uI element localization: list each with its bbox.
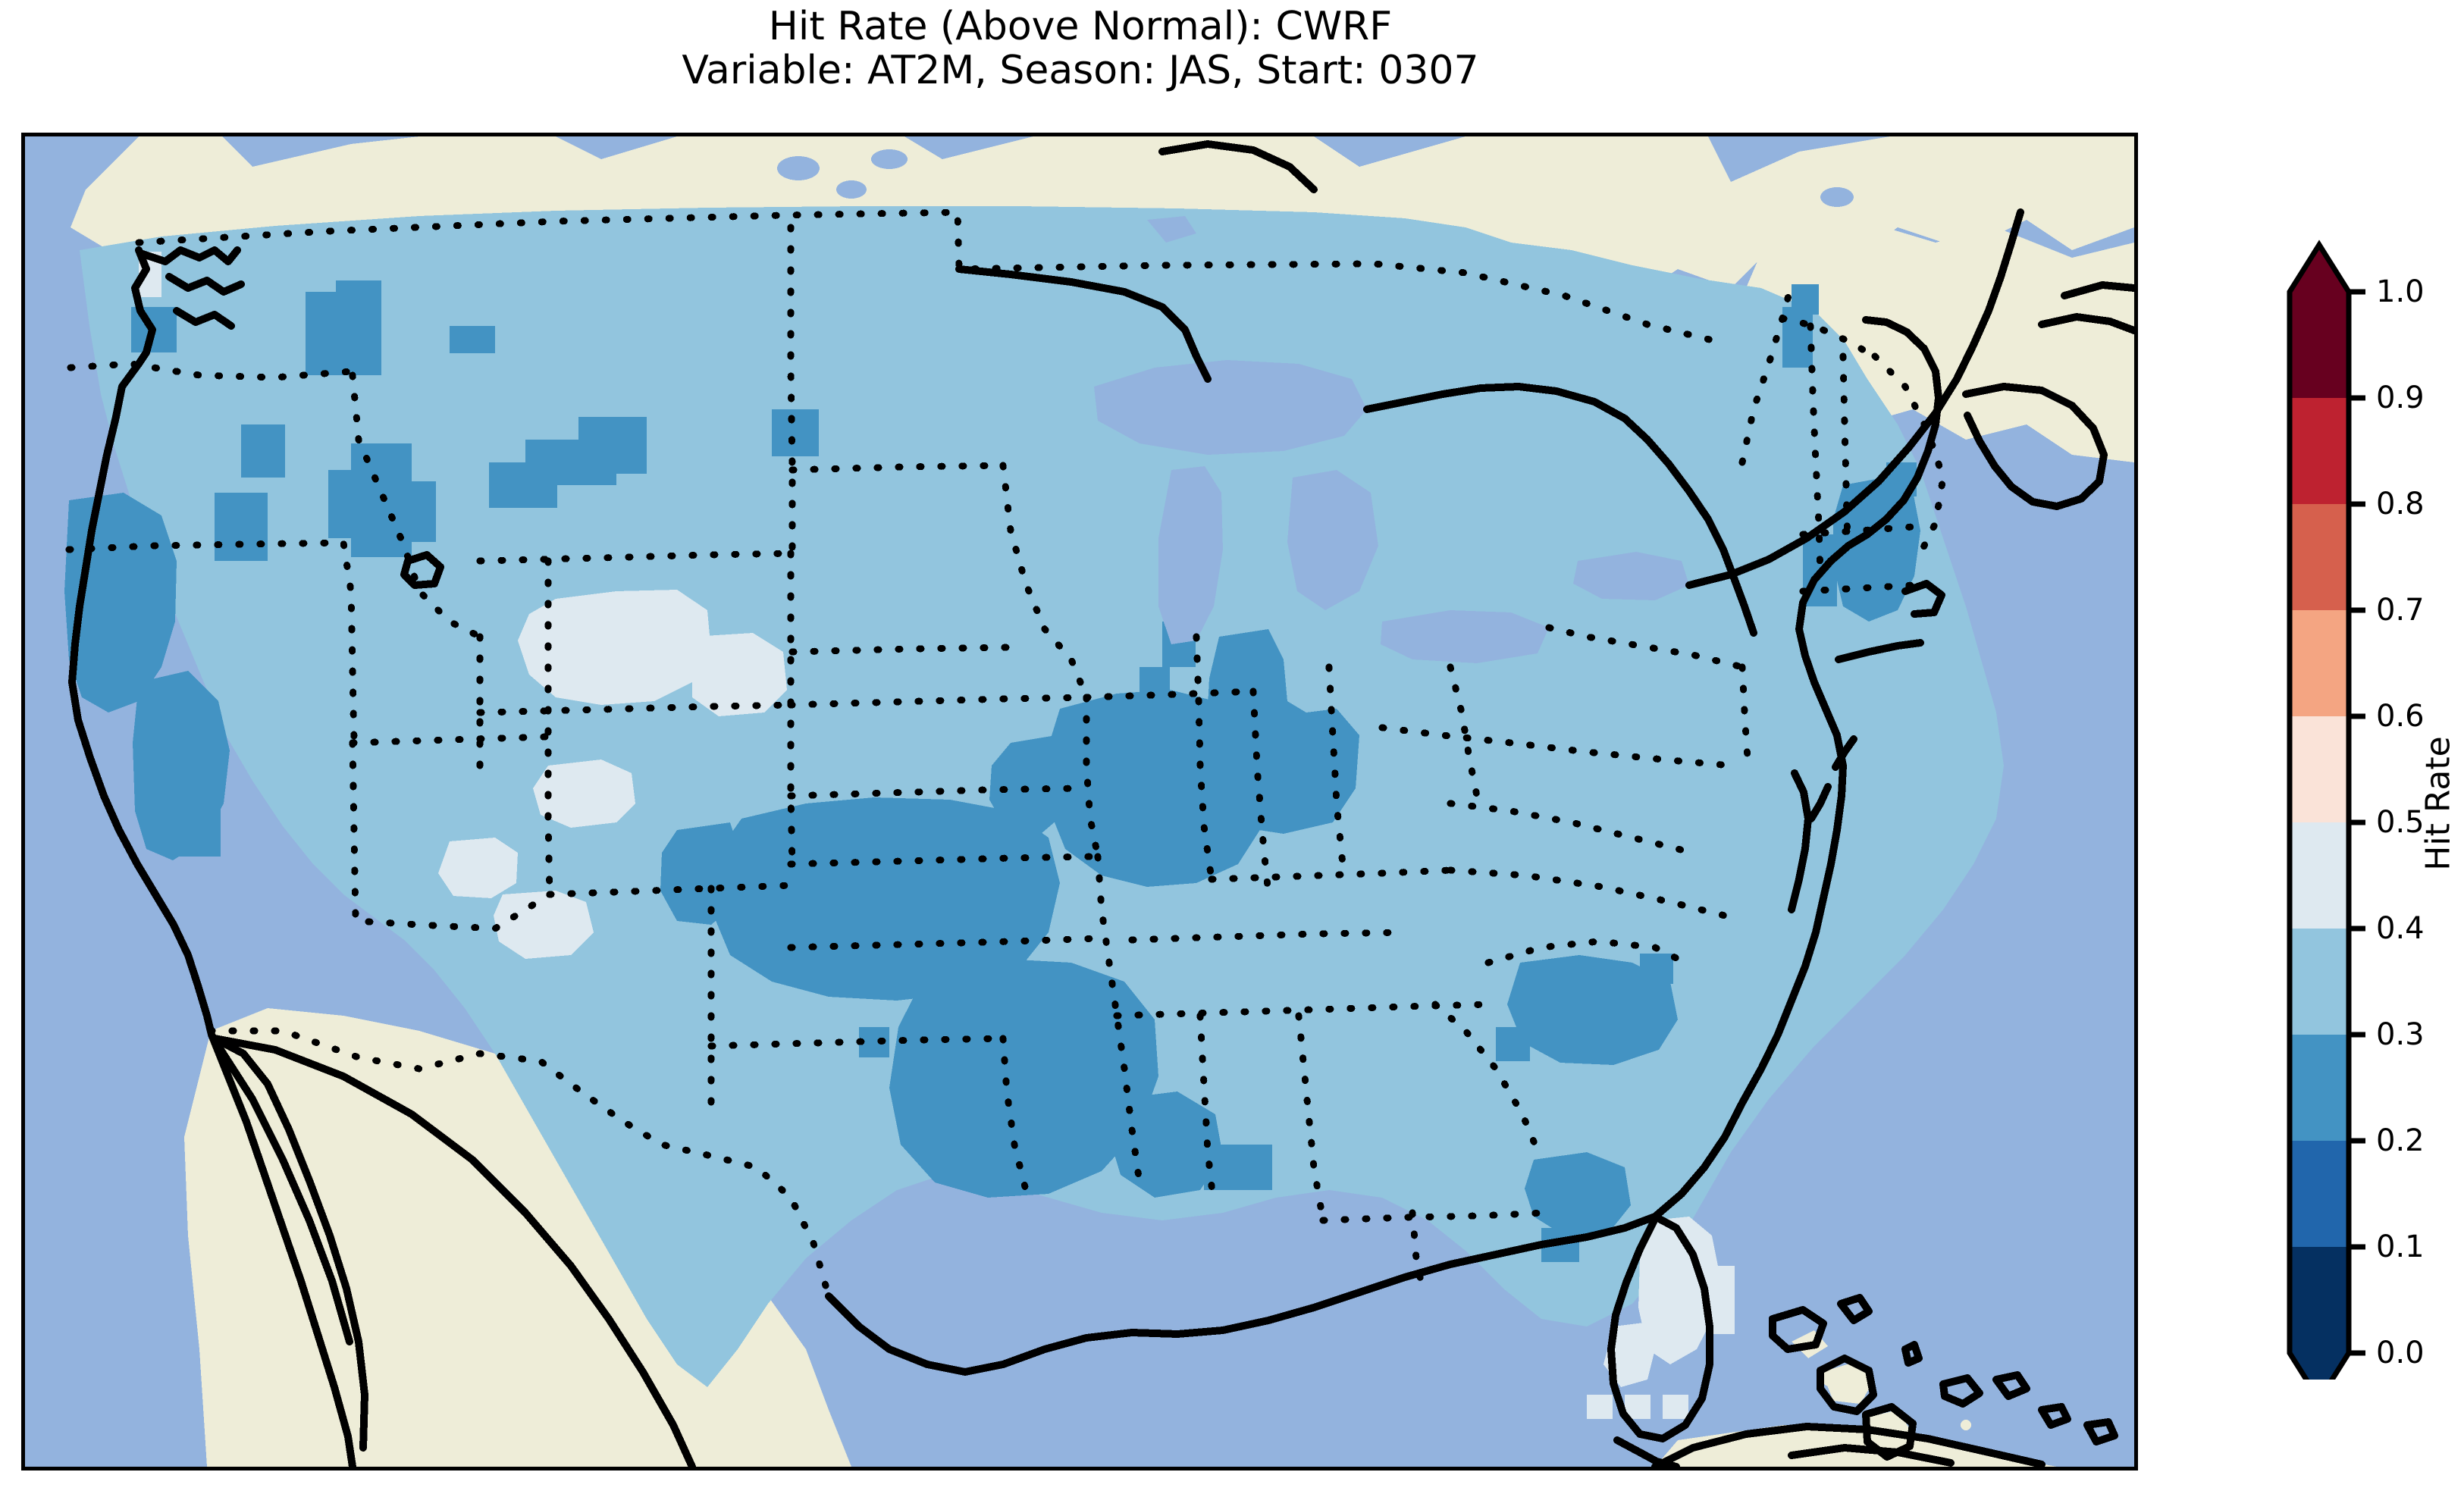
coastlines <box>68 140 2134 1467</box>
colorbar-tick-label: 1.0 <box>2376 274 2425 309</box>
title-line-1: Hit Rate (Above Normal): CWRF <box>768 4 1393 49</box>
map-canvas <box>25 136 2134 1467</box>
title-line-2: Variable: AT2M, Season: JAS, Start: 0307 <box>682 48 1479 94</box>
colorbar-band <box>2290 504 2349 611</box>
colorbar-tick-label: 0.6 <box>2376 699 2425 734</box>
colorbar-axis-label: Hit Rate <box>2415 227 2461 1380</box>
state-borders <box>65 208 1947 1300</box>
colorbar-tick-label: 0.0 <box>2376 1336 2425 1370</box>
colorbar-band <box>2290 292 2349 399</box>
colorbar-tick-label: 0.8 <box>2376 487 2425 521</box>
figure-title: Hit Rate (Above Normal): CWRF Variable: … <box>0 4 2161 94</box>
colorbar-tick-labels: 1.0 0.9 0.8 0.7 0.6 0.5 0.4 0.3 0.2 0.1 0.0 <box>2376 274 2425 1370</box>
colorbar-tick-label: 0.2 <box>2376 1123 2425 1158</box>
colorbar-bands <box>2290 245 2349 1380</box>
colorbar-tick-label: 0.9 <box>2376 381 2425 415</box>
colorbar-tick-label: 0.3 <box>2376 1017 2425 1052</box>
colorbar-band <box>2290 822 2349 929</box>
colorbar-band <box>2290 1141 2349 1248</box>
colorbar-band <box>2290 610 2349 717</box>
colorbar-ticks <box>2349 289 2365 1356</box>
colorbar-band <box>2290 1035 2349 1142</box>
great-lakes <box>777 149 1854 663</box>
map-axes <box>21 133 2138 1471</box>
colorbar-tick-label: 0.1 <box>2376 1229 2425 1264</box>
colorbar: 1.0 0.9 0.8 0.7 0.6 0.5 0.4 0.3 0.2 0.1 0.0 Hit Ra… <box>2274 227 2464 1380</box>
colorbar-tick-label: 0.5 <box>2376 805 2425 840</box>
colorbar-over-arrow <box>2290 245 2349 292</box>
colorbar-tick-label: 0.7 <box>2376 593 2425 628</box>
colorbar-band <box>2290 716 2349 823</box>
colorbar-tick-label: 0.4 <box>2376 911 2425 946</box>
colorbar-svg: 1.0 0.9 0.8 0.7 0.6 0.5 0.4 0.3 0.2 0.1 0.0 <box>2287 240 2425 1380</box>
colorbar-band <box>2290 398 2349 505</box>
colorbar-label-text: Hit Rate <box>2419 736 2458 871</box>
colorbar-band <box>2290 1247 2349 1354</box>
colorbar-band <box>2290 929 2349 1035</box>
